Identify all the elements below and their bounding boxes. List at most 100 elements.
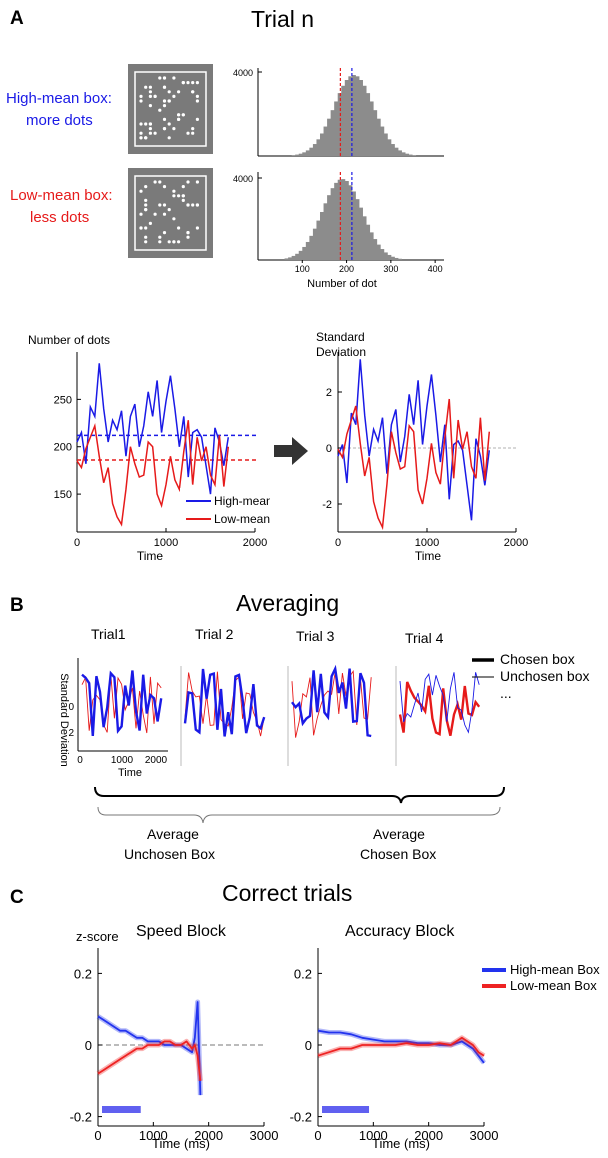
stimulus-dot — [172, 76, 176, 80]
stimulus-dot — [144, 240, 148, 244]
stimulus-dot — [139, 122, 143, 126]
accuracy-block-chart: 0.20-0.2 0 1000 2000 3000 Time (ms) — [290, 948, 498, 1151]
stimulus-dot — [139, 189, 143, 193]
hist-xtick-label: 300 — [383, 264, 398, 274]
panel-a-title: Trial n — [251, 6, 315, 32]
stimulus-dot — [153, 212, 157, 216]
stimulus-dot — [144, 122, 148, 126]
histogram-bar — [380, 249, 385, 260]
stimulus-dot — [162, 231, 167, 235]
stimulus-dot — [177, 194, 181, 198]
histogram-bar — [369, 232, 374, 260]
hist-xlabel: Number of dot — [307, 278, 377, 290]
stimulus-dot — [144, 203, 148, 207]
stimulus-dot — [191, 81, 195, 85]
trial-trace — [291, 664, 372, 738]
histogram-bar — [394, 257, 399, 260]
speed-block-title: Speed Block — [136, 923, 226, 940]
stimulus-dot — [186, 81, 190, 85]
histogram-bar — [337, 93, 342, 156]
histogram-bar — [312, 228, 317, 260]
histogram-bar — [334, 182, 339, 260]
histogram-bar — [408, 154, 413, 156]
sd-xtick-label: 2000 — [504, 537, 528, 549]
histogram-bar — [383, 133, 388, 156]
zscore-ytick-label: 0.2 — [294, 966, 312, 981]
stimulus-dot — [167, 208, 171, 212]
histogram-bar — [394, 147, 399, 156]
zscore-ytick-label: 0 — [305, 1038, 312, 1053]
speed-highlight-bar — [102, 1106, 141, 1113]
high-mean-dots-series — [76, 363, 230, 495]
time-xtick-label: 0 — [94, 1128, 101, 1143]
stimulus-dot — [195, 81, 199, 85]
stimulus-dot — [177, 226, 181, 230]
sd-timeseries-chart: 2 0 -2 0 1000 2000 Time — [322, 352, 528, 563]
avg-unchosen-2: Unchosen Box — [124, 846, 216, 862]
time-xtick-label: 1000 — [139, 1128, 168, 1143]
histogram-bar — [362, 85, 367, 156]
stimulus-dot — [172, 94, 176, 98]
histogram-bar — [341, 179, 346, 260]
stimulus-dot — [186, 131, 190, 135]
stimulus-dot — [162, 127, 167, 131]
stimulus-dot — [144, 85, 148, 89]
histogram-bar — [327, 195, 332, 260]
stimulus-dot — [181, 113, 185, 117]
histogram-bar — [376, 244, 381, 260]
hist-xtick-label: 100 — [295, 264, 310, 274]
series-line — [317, 1036, 485, 1057]
histogram-bar — [323, 126, 328, 156]
stimulus-dot — [167, 122, 171, 126]
stimulus-dot — [162, 117, 167, 121]
stimulus-dot — [167, 240, 171, 244]
trial-xtick-0: 0 — [77, 755, 83, 766]
stimulus-dot — [172, 194, 176, 198]
stimulus-dot — [181, 81, 185, 85]
time-xtick-label: 3000 — [250, 1128, 279, 1143]
histogram-bar — [305, 150, 310, 156]
stimulus-dot — [153, 131, 157, 135]
accuracy-highlight-bar — [322, 1106, 370, 1113]
histogram-bar — [366, 224, 371, 260]
stimulus-dot — [144, 185, 148, 189]
high-mean-sd-series — [337, 359, 491, 521]
stimulus-dot — [172, 240, 176, 244]
stimulus-dot — [139, 226, 143, 230]
high-mean-label-1: High-mean box: — [6, 90, 112, 107]
stimulus-dot — [158, 203, 162, 207]
speed-xlabel: Time (ms) — [152, 1136, 210, 1151]
trial-trace — [183, 668, 266, 737]
stimulus-dot — [148, 221, 152, 225]
time-xtick-label: 1000 — [359, 1128, 388, 1143]
sd-xlabel: Time — [415, 549, 442, 563]
trial-ytick-0: 0 — [68, 702, 74, 713]
histogram-bar — [316, 139, 321, 156]
dot-count-histograms: 4000 4000 100 200 300 400 Number of dot — [233, 68, 444, 290]
stimulus-dot — [158, 180, 162, 184]
histogram-bar — [397, 150, 402, 156]
low-mean-label-2: less dots — [30, 209, 90, 226]
histogram-bar — [380, 126, 385, 156]
stimulus-dot — [167, 90, 171, 94]
histogram-bar — [298, 250, 303, 260]
trial-xtick-2000: 2000 — [145, 755, 168, 766]
stimulus-dot — [144, 136, 148, 140]
transform-arrow — [274, 437, 308, 465]
histogram-bar — [366, 93, 371, 156]
stimulus-dot — [144, 235, 148, 239]
histogram-bar — [330, 110, 335, 156]
histogram-bar — [309, 147, 314, 156]
histogram-bar — [351, 75, 356, 156]
hist-lower-ytick: 4000 — [233, 174, 253, 184]
legend-c-high-label: High-mean Box — [510, 962, 600, 977]
sd-ytick-label: 0 — [326, 443, 332, 455]
low-mean-label-1: Low-mean box: — [10, 187, 113, 204]
sd-xtick-label: 1000 — [415, 537, 439, 549]
stimulus-dot — [191, 203, 195, 207]
histogram-bar — [373, 239, 378, 260]
stimulus-dot — [195, 226, 199, 230]
panel-a-letter: A — [10, 8, 24, 29]
histogram-bar — [355, 199, 360, 260]
